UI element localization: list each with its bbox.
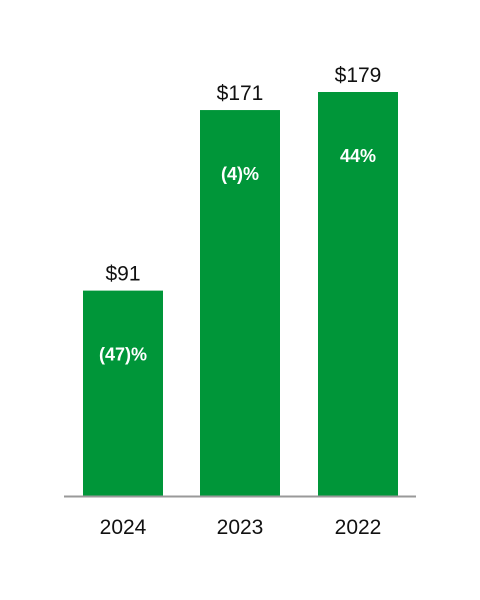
bar-2024	[83, 290, 163, 496]
change-label-2022: 44%	[340, 146, 376, 166]
value-label-2024: $91	[105, 263, 140, 286]
bars-group: $91 (47)% $171 (4)% $179 44%	[83, 64, 398, 497]
value-label-2023: $171	[217, 82, 264, 105]
change-label-2023: (4)%	[221, 164, 259, 184]
x-tick-2022: 2022	[335, 516, 382, 539]
bar-2023	[200, 110, 280, 497]
x-tick-labels: 2024 2023 2022	[100, 516, 382, 539]
x-tick-2023: 2023	[217, 516, 264, 539]
change-label-2024: (47)%	[99, 345, 147, 365]
bar-2022	[318, 92, 398, 496]
value-label-2022: $179	[335, 64, 382, 87]
x-tick-2024: 2024	[100, 516, 147, 539]
